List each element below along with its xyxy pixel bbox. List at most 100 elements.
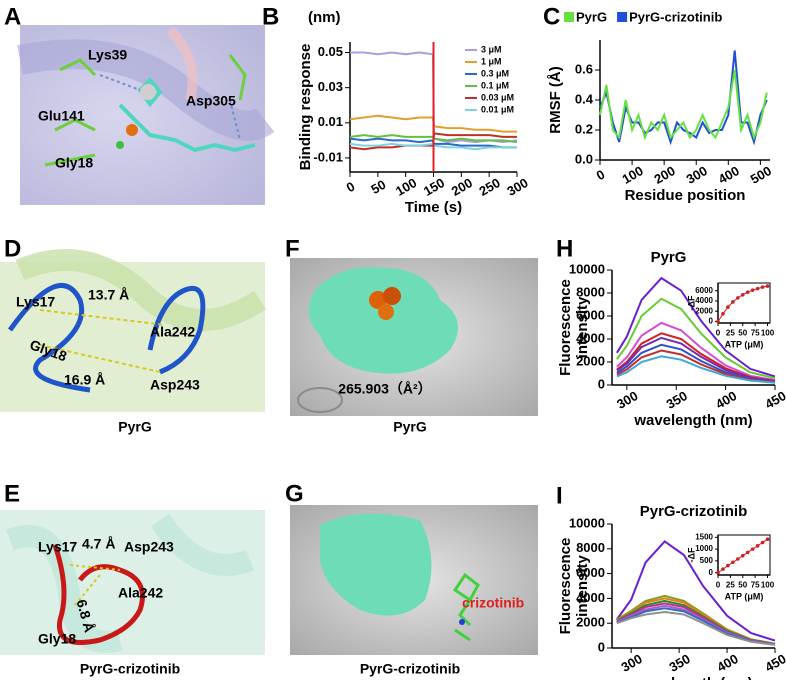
series-line [616,355,776,384]
y-axis-label: -ΔF [686,547,696,562]
series-line [616,276,776,378]
x-tick-label: 100 [761,581,775,590]
y-tick-label: 2000 [576,353,605,368]
surface-g [290,505,538,655]
distance-label: 4.7 Å [82,536,115,552]
structure-d [0,249,267,412]
y-tick-label: 0 [598,376,605,391]
x-axis-label: ATP (μM) [725,339,764,349]
series-line [616,610,776,646]
panel-label: B [262,3,279,30]
series-line [599,69,768,141]
y-axis-label: intensity [574,555,591,617]
legend-label: 0.03 μM [481,92,514,102]
series-line [616,343,776,383]
y-tick-label: 10000 [569,261,605,276]
x-tick-label: 50 [738,581,747,590]
x-tick-label: 200 [449,175,475,199]
residue-label: Lys39 [88,47,127,63]
panel-label: G [285,480,304,507]
y-tick-label: 6000 [576,307,605,322]
series-line [616,297,776,380]
residue-label: Asp243 [150,377,200,393]
x-tick-label: 100 [619,163,645,187]
x-tick-label: 250 [477,175,503,199]
y-axis-label: intensity [574,296,591,358]
y-tick-label: 4000 [695,296,713,305]
legend-label: 3 μM [481,44,502,54]
x-tick-label: 50 [368,177,388,197]
x-tick-label: 0 [594,167,608,184]
panel-label: C [543,3,560,30]
point [760,540,765,545]
x-tick-label: 25 [726,329,735,338]
series-line [616,321,776,382]
y-tick-label: 1500 [695,532,713,541]
point [765,537,770,542]
chart-title: PyrG [651,249,687,266]
caption: PyrG [393,419,427,435]
y-tick-label: 0 [709,317,714,326]
panel-label: I [556,482,563,509]
y-tick-label: 0.4 [575,91,594,106]
point [716,570,720,575]
y-tick-label: 500 [700,556,714,565]
x-tick-label: 450 [762,651,786,675]
y-tick-label: 2000 [695,306,713,315]
y-tick-label: -0.01 [313,149,343,164]
point [750,288,755,292]
residue-label: Asp243 [124,539,174,555]
y-tick-label: 6000 [576,565,605,580]
point [731,300,735,304]
residue-label: Ala242 [150,324,195,340]
panel-label: F [285,235,300,262]
chart-title: PyrG-crizotinib [640,503,748,520]
caption: PyrG-crizotinib [80,661,180,677]
residue-label: Ala242 [118,585,163,601]
chart: -0.01 0.01 0.03 0.05 0 50 100 150 200 250 300 Time … [297,9,531,216]
y-tick-label: 0 [598,639,605,654]
inset-frame [717,282,771,324]
point [760,285,765,289]
residue-label: Lys17 [38,539,77,555]
x-tick-label: 450 [762,388,786,412]
panel-label: H [556,235,573,262]
x-tick-label: 75 [751,329,760,338]
annotations: Lys39 Glu141 Asp305 Gly18 Lys17 13.7 Å G… [16,47,524,677]
point [740,553,745,558]
point [765,284,770,288]
y-tick-label: 4000 [576,590,605,605]
x-tick-label: 300 [619,651,645,675]
x-tick-label: 0 [716,329,721,338]
y-tick-label: 0.03 [318,79,343,94]
x-tick-label: 100 [393,175,419,199]
x-axis-label: Time (s) [405,199,462,216]
y-axis-label: RMSF (Å) [547,66,564,134]
series-line [616,332,776,382]
x-tick-label: 400 [713,388,739,412]
x-tick-label: 75 [751,581,760,590]
residue-label: Asp305 [186,93,236,109]
x-tick-label: 0 [716,581,721,590]
point [721,311,725,316]
panel-label: A [4,3,21,30]
distance-label: 13.7 Å [88,287,129,303]
legend-label: PyrG [576,9,607,24]
legend-label: 0.01 μM [481,104,514,114]
x-tick-label: 25 [726,581,735,590]
y-tick-label: 10000 [569,515,605,530]
x-tick-label: 350 [666,651,692,675]
point [740,292,745,297]
surface-f [290,258,538,416]
residue-label: Gly18 [55,155,93,171]
y-tick-label: 2000 [576,615,605,630]
area-label: 265.903（Å²） [338,381,431,397]
point [726,563,730,568]
point [745,550,750,555]
caption: PyrG-crizotinib [360,661,460,677]
x-tick-label: 400 [716,163,742,187]
x-axis-label: ATP (μM) [725,591,764,601]
